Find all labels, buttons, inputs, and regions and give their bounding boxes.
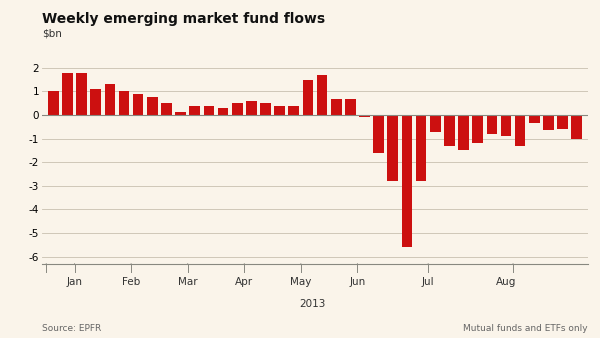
Bar	[274, 106, 285, 115]
Bar	[430, 115, 440, 131]
Bar	[218, 108, 229, 115]
Text: $bn: $bn	[42, 29, 62, 39]
Bar	[246, 101, 257, 115]
Text: May: May	[290, 276, 311, 287]
Bar	[472, 115, 483, 143]
Bar	[76, 73, 87, 115]
Bar	[190, 106, 200, 115]
Text: Aug: Aug	[496, 276, 516, 287]
Bar	[345, 99, 356, 115]
Bar	[302, 80, 313, 115]
Bar	[62, 73, 73, 115]
Bar	[260, 103, 271, 115]
Text: Jul: Jul	[422, 276, 434, 287]
Text: Apr: Apr	[235, 276, 253, 287]
Text: 2013: 2013	[299, 299, 325, 309]
Bar	[401, 115, 412, 247]
Bar	[388, 115, 398, 181]
Text: Jun: Jun	[349, 276, 365, 287]
Bar	[147, 97, 158, 115]
Bar	[331, 99, 341, 115]
Bar	[104, 84, 115, 115]
Text: Source: EPFR: Source: EPFR	[42, 324, 101, 334]
Bar	[529, 115, 539, 123]
Bar	[571, 115, 582, 139]
Bar	[48, 92, 59, 115]
Text: Jan: Jan	[67, 276, 83, 287]
Bar	[161, 103, 172, 115]
Bar	[175, 112, 186, 115]
Bar	[500, 115, 511, 136]
Bar	[119, 92, 130, 115]
Text: Mar: Mar	[178, 276, 197, 287]
Bar	[133, 94, 143, 115]
Text: Weekly emerging market fund flows: Weekly emerging market fund flows	[42, 12, 325, 26]
Bar	[515, 115, 526, 146]
Text: Mutual funds and ETFs only: Mutual funds and ETFs only	[463, 324, 588, 334]
Bar	[91, 89, 101, 115]
Bar	[203, 106, 214, 115]
Bar	[444, 115, 455, 146]
Bar	[232, 103, 242, 115]
Bar	[373, 115, 384, 153]
Bar	[458, 115, 469, 150]
Bar	[289, 106, 299, 115]
Bar	[416, 115, 427, 181]
Text: Feb: Feb	[122, 276, 140, 287]
Bar	[317, 75, 328, 115]
Bar	[543, 115, 554, 130]
Bar	[359, 115, 370, 117]
Bar	[487, 115, 497, 134]
Bar	[557, 115, 568, 129]
